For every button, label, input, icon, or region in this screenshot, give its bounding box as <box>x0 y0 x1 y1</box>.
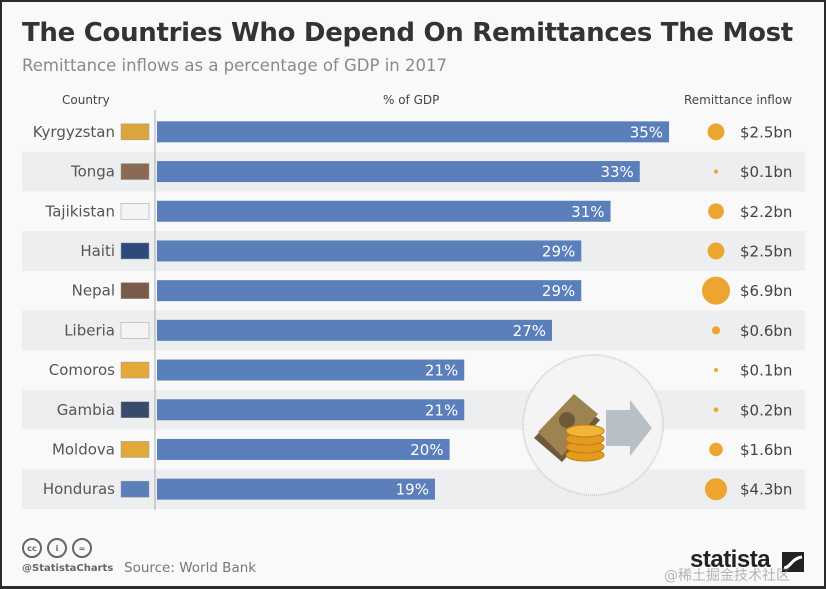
country-label: Liberia <box>64 321 115 339</box>
inflow-bubble <box>711 326 721 335</box>
inflow-value-label: $4.3bn <box>740 481 792 499</box>
bar-value-label: 29% <box>542 242 575 260</box>
bar <box>157 200 611 222</box>
bar-value-label: 19% <box>396 481 429 499</box>
bar <box>157 438 450 460</box>
watermark: @稀土掘金技术社区 <box>664 568 790 584</box>
inflow-value-label: $6.9bn <box>740 282 792 300</box>
inflow-value-label: $0.1bn <box>740 362 792 380</box>
bar-value-label: 35% <box>630 123 663 141</box>
country-label: Kyrgyzstan <box>33 123 115 141</box>
bar <box>157 319 553 341</box>
inflow-value-label: $0.6bn <box>740 322 792 340</box>
haiti-flag-icon <box>120 242 150 260</box>
tajikistan-flag-icon <box>120 203 150 220</box>
inflow-value-label: $2.5bn <box>740 242 792 260</box>
banknote-seal <box>559 412 575 428</box>
inflow-value-label: $1.6bn <box>740 441 792 459</box>
country-label: Tajikistan <box>45 202 115 220</box>
inflow-value-label: $0.2bn <box>740 401 792 419</box>
no-derivatives-icon: = <box>72 538 92 558</box>
inflow-bubble <box>707 123 725 141</box>
money-transfer-icon <box>522 354 664 496</box>
nepal-flag-icon <box>120 282 150 299</box>
source-text: Source: World Bank <box>124 560 257 576</box>
inflow-bubble <box>709 442 723 457</box>
country-label: Haiti <box>80 242 115 260</box>
comoros-flag-icon <box>120 361 150 379</box>
statista-logo-mark-icon <box>782 552 804 572</box>
inflow-bubble <box>708 203 724 220</box>
tonga-flag-icon <box>120 163 150 180</box>
inflow-bubble <box>714 169 718 174</box>
column-header-country: Country <box>62 93 110 107</box>
liberia-flag-icon <box>120 322 150 339</box>
gambia-flag-icon <box>120 401 150 418</box>
creative-commons-icon: cc <box>22 538 42 558</box>
inflow-bubble <box>714 368 718 373</box>
bar-value-label: 27% <box>513 322 546 340</box>
bar-value-label: 21% <box>425 362 458 380</box>
license-icons: cc i = <box>22 538 92 558</box>
country-label: Comoros <box>49 361 115 379</box>
country-label: Nepal <box>72 282 115 300</box>
country-label: Moldova <box>52 440 115 458</box>
country-label: Gambia <box>57 401 115 419</box>
bar <box>157 478 435 500</box>
column-header-gdp: % of GDP <box>383 93 440 107</box>
inflow-value-label: $0.1bn <box>740 163 792 181</box>
inflow-value-label: $2.5bn <box>740 123 792 141</box>
bar <box>157 121 670 143</box>
country-label: Tonga <box>70 163 115 181</box>
bar-value-label: 31% <box>571 203 604 221</box>
inflow-value-label: $2.2bn <box>740 203 792 221</box>
inflow-bubble <box>707 242 725 260</box>
bar <box>157 161 640 183</box>
bar-value-label: 20% <box>410 441 443 459</box>
attribution-icon: i <box>47 538 67 558</box>
coin-icon <box>565 424 605 438</box>
bar <box>157 399 465 421</box>
arrow-icon <box>606 400 652 456</box>
country-label: Honduras <box>43 480 115 498</box>
statista-logo: statista <box>690 546 771 573</box>
inflow-bubble <box>713 407 719 413</box>
chart-subtitle: Remittance inflows as a percentage of GD… <box>22 56 447 75</box>
bar-value-label: 21% <box>425 401 458 419</box>
bar <box>157 280 582 302</box>
moldova-flag-icon <box>120 441 150 458</box>
bar <box>157 240 582 262</box>
bar-value-label: 29% <box>542 282 575 300</box>
chart-title: The Countries Who Depend On Remittances … <box>22 18 793 48</box>
kyrgyzstan-flag-icon <box>120 123 150 141</box>
column-header-inflow: Remittance inflow <box>684 93 793 107</box>
inflow-bubble <box>704 478 728 501</box>
statista-handle: @StatistaCharts <box>22 563 114 574</box>
bar <box>157 359 465 381</box>
honduras-flag-icon <box>120 480 150 498</box>
inflow-bubble <box>702 276 730 305</box>
bar-value-label: 33% <box>600 163 633 181</box>
